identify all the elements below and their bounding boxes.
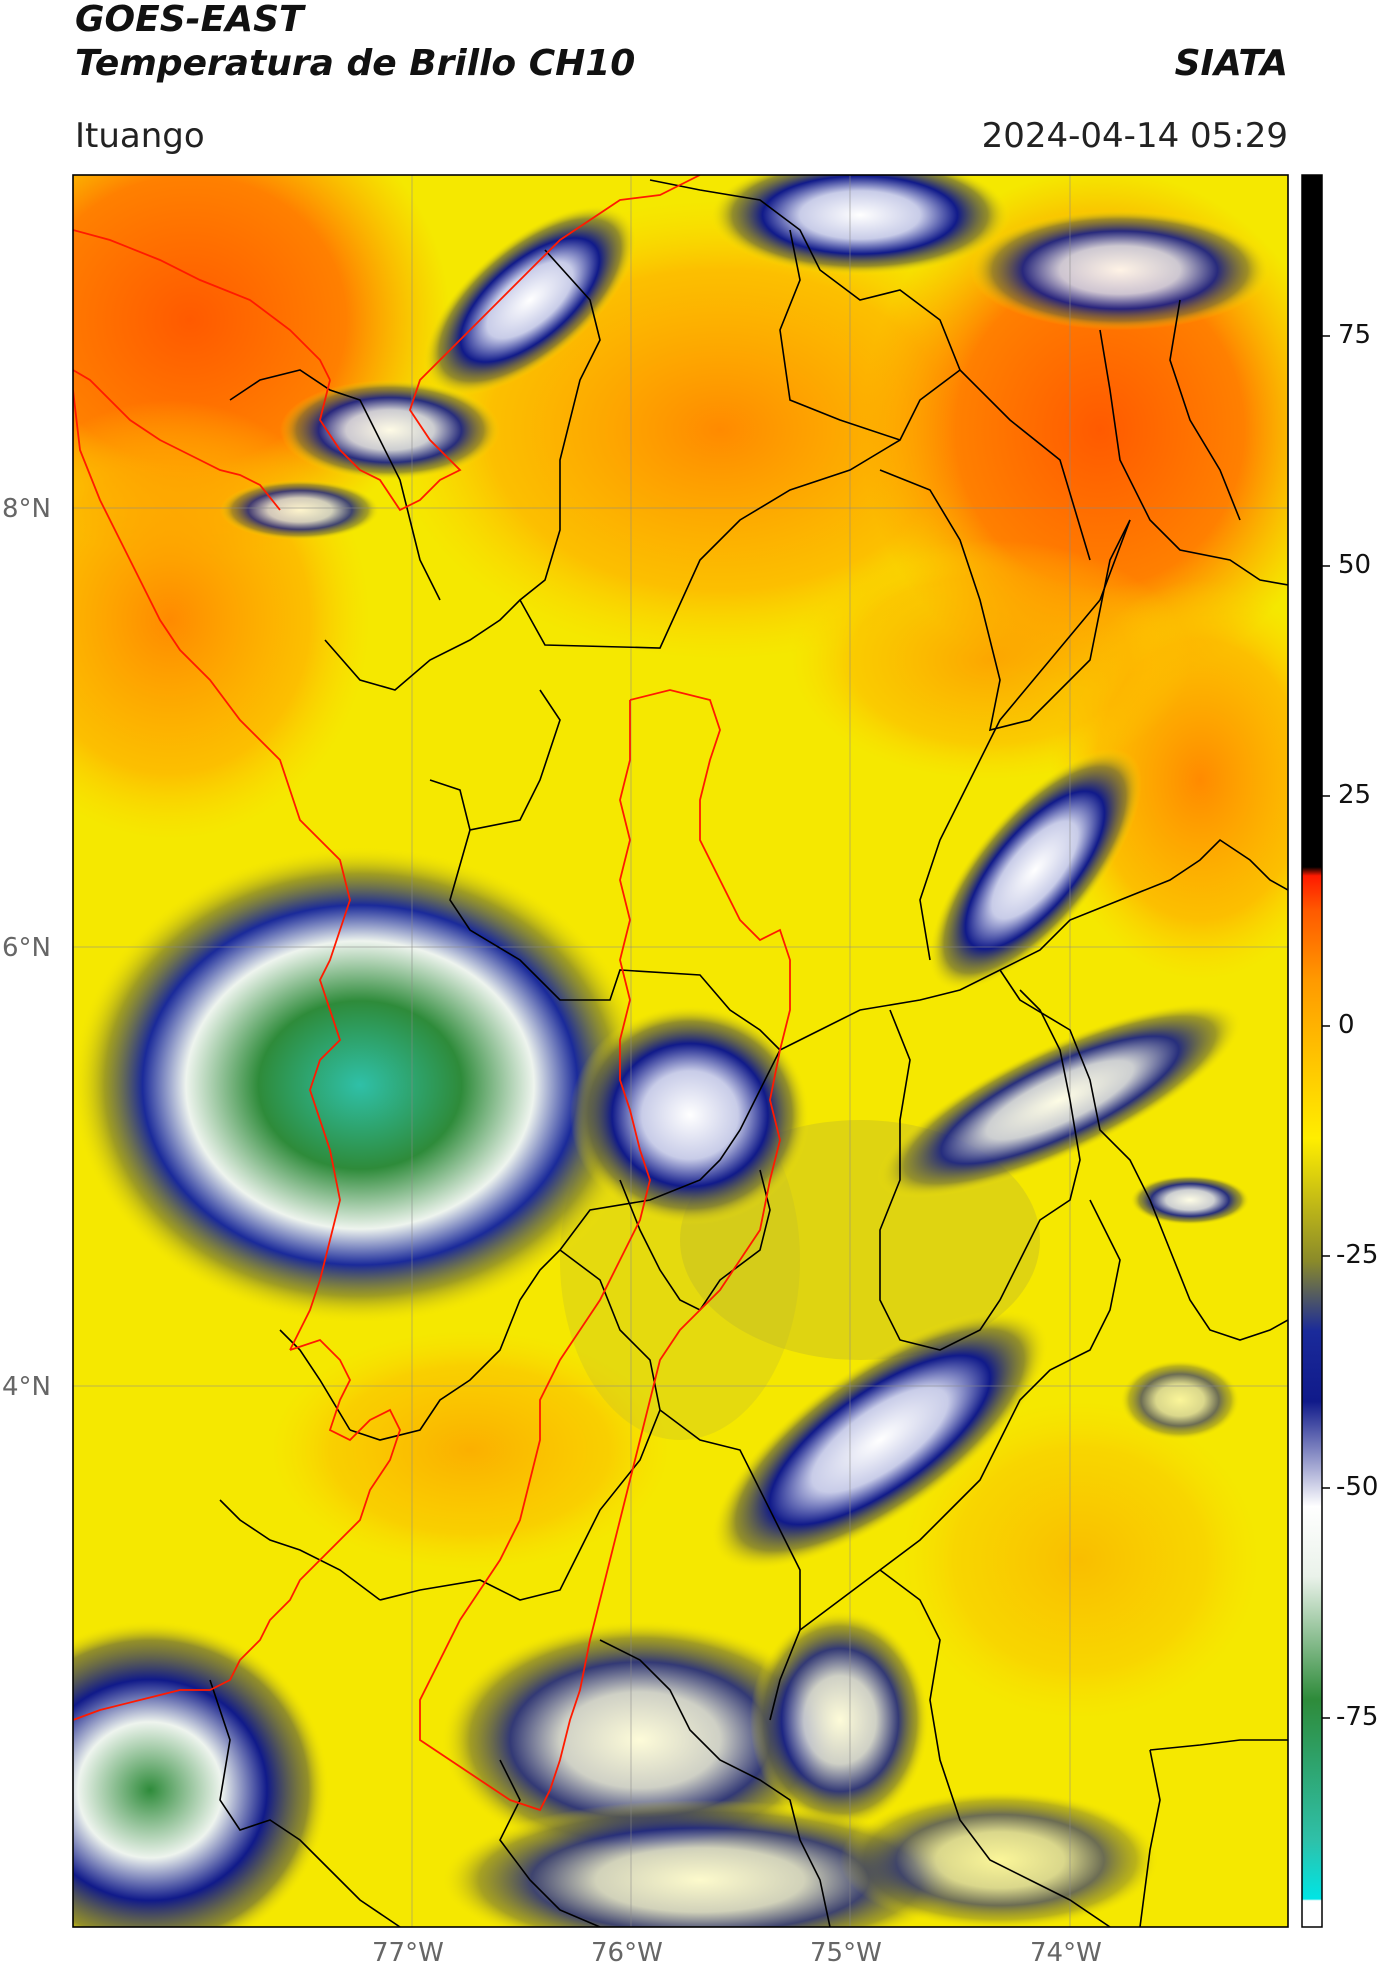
colorbar bbox=[1301, 174, 1323, 1928]
lat-label-8n: 8°N bbox=[2, 494, 51, 524]
datetime-label: 2024-04-14 05:29 bbox=[981, 116, 1288, 156]
org-title: SIATA bbox=[1174, 43, 1288, 84]
lat-label-6n: 6°N bbox=[2, 933, 51, 963]
colorbar-label-25: 25 bbox=[1338, 780, 1372, 810]
colorbar-label-0: 0 bbox=[1338, 1010, 1355, 1040]
lat-label-4n: 4°N bbox=[2, 1372, 51, 1402]
brightness-temperature-field bbox=[73, 175, 1288, 1927]
satellite-title: GOES-EAST bbox=[75, 0, 304, 40]
colorbar-label-minus50: -50 bbox=[1336, 1472, 1379, 1502]
lon-label-74w: 74°W bbox=[1030, 1938, 1102, 1968]
colorbar-label-75: 75 bbox=[1338, 320, 1372, 350]
colorbar-label-50: 50 bbox=[1338, 550, 1372, 580]
colorbar-label-minus75: -75 bbox=[1336, 1702, 1379, 1732]
colorbar-label-minus25: -25 bbox=[1336, 1240, 1379, 1270]
department-borders bbox=[209, 179, 1288, 1927]
region-label: Ituango bbox=[75, 116, 205, 156]
colorbar-ticks bbox=[1322, 335, 1330, 1719]
gridlines bbox=[73, 175, 1288, 1927]
lon-label-76w: 76°W bbox=[591, 1938, 663, 1968]
lon-label-75w: 75°W bbox=[810, 1938, 882, 1968]
plot-frame bbox=[72, 174, 1289, 1928]
product-title: Temperatura de Brillo CH10 bbox=[75, 43, 636, 84]
lon-label-77w: 77°W bbox=[372, 1938, 444, 1968]
boundary-lines bbox=[73, 175, 791, 1812]
